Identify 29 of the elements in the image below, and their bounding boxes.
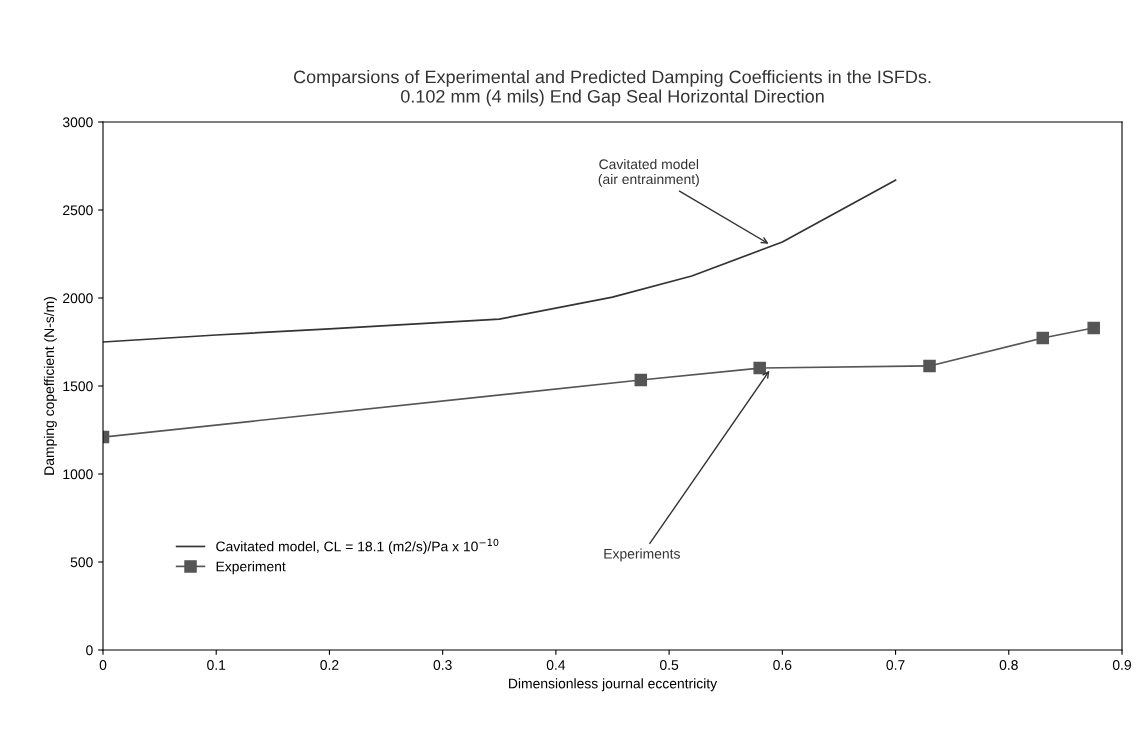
chart-title: Comparsions of Experimental and Predicted Damping Coefficients in the ISFDs. 0.102 mm (4 mils) End Gap Seal Horizontal Direction <box>293 70 931 107</box>
y-tick-label: 2500 <box>63 205 93 216</box>
y-tick-label: 1500 <box>63 381 93 392</box>
y-tick-label: 3000 <box>62 117 93 128</box>
x-tick-label: 0.4 <box>546 660 566 670</box>
x-tick-label: 0.7 <box>886 660 905 670</box>
x-tick-label: 0.6 <box>773 660 792 670</box>
x-tick-label: 0.5 <box>660 660 679 670</box>
x-tick-label: 0 <box>99 660 107 670</box>
y-axis-title: Damping copefficient (N-s/m) <box>43 297 57 475</box>
annotation: Cavitated model (air entrainment) <box>598 158 699 187</box>
x-axis-title: Dimensionless journal eccentricity <box>509 678 718 692</box>
x-tick-label: 0.8 <box>999 660 1018 670</box>
point <box>1087 321 1100 335</box>
point <box>923 359 936 373</box>
y-tick-label: 1000 <box>63 469 93 480</box>
legend-label: Cavitated model, CL = 18.1 (m2/s)/Pa x 10$^{−10}$ <box>216 538 499 555</box>
legend-label: Experiment <box>216 561 286 575</box>
x-tick-label: 0.3 <box>433 660 452 670</box>
y-tick-label: 500 <box>70 557 93 568</box>
point <box>753 361 766 375</box>
x-tick-label: 0.2 <box>320 660 339 670</box>
annotation: Experiments <box>604 548 680 562</box>
x-tick-label: 0.9 <box>1112 660 1131 670</box>
y-tick-label: 0 <box>86 645 93 656</box>
y-tick-label: 2000 <box>63 293 93 304</box>
x-tick-label: 0.1 <box>207 660 226 670</box>
point <box>634 373 648 387</box>
point <box>1036 331 1049 345</box>
